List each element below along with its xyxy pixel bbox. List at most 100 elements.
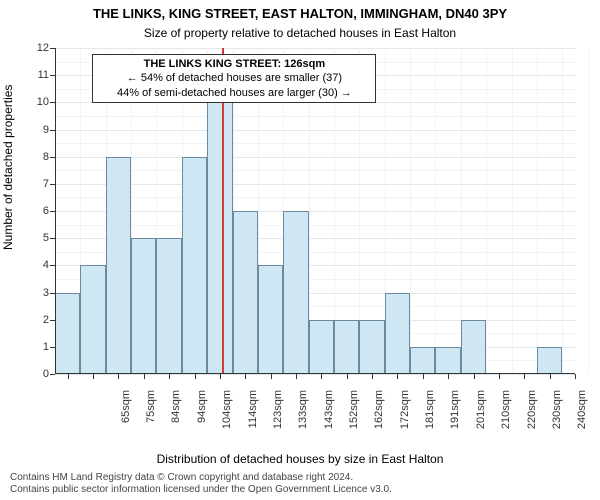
x-tick-label: 152sqm bbox=[348, 390, 360, 450]
x-tick bbox=[68, 374, 69, 379]
grid-line-minor bbox=[55, 225, 575, 226]
histogram-bar bbox=[309, 320, 334, 374]
x-tick bbox=[423, 374, 424, 379]
histogram-bar bbox=[359, 320, 384, 374]
annotation-line-2: ← 54% of detached houses are smaller (37… bbox=[99, 71, 369, 85]
histogram-bar bbox=[55, 293, 80, 375]
y-tick-label: 4 bbox=[27, 259, 49, 271]
x-tick bbox=[271, 374, 272, 379]
grid-line-vertical bbox=[562, 48, 563, 374]
grid-line bbox=[55, 130, 575, 131]
chart-subtitle: Size of property relative to detached ho… bbox=[0, 26, 600, 40]
x-tick-label: 181sqm bbox=[424, 390, 436, 450]
y-axis-label: Number of detached properties bbox=[1, 85, 15, 250]
x-tick bbox=[448, 374, 449, 379]
y-tick bbox=[50, 374, 55, 375]
histogram-bar bbox=[182, 157, 207, 374]
x-tick-label: 172sqm bbox=[399, 390, 411, 450]
grid-line-minor bbox=[55, 143, 575, 144]
x-tick-label: 114sqm bbox=[247, 390, 259, 450]
x-tick bbox=[296, 374, 297, 379]
x-tick-label: 201sqm bbox=[475, 390, 487, 450]
y-tick-label: 5 bbox=[27, 232, 49, 244]
x-tick-label: 162sqm bbox=[373, 390, 385, 450]
histogram-bar bbox=[131, 238, 156, 374]
x-tick-label: 94sqm bbox=[196, 390, 208, 450]
y-tick-label: 7 bbox=[27, 178, 49, 190]
y-tick-label: 2 bbox=[27, 314, 49, 326]
y-tick-label: 8 bbox=[27, 151, 49, 163]
x-tick-label: 143sqm bbox=[323, 390, 335, 450]
histogram-bar bbox=[233, 211, 258, 374]
x-tick bbox=[372, 374, 373, 379]
y-tick-label: 9 bbox=[27, 124, 49, 136]
grid-line bbox=[55, 184, 575, 185]
histogram-bar bbox=[283, 211, 308, 374]
x-tick bbox=[499, 374, 500, 379]
x-tick bbox=[397, 374, 398, 379]
histogram-bar bbox=[106, 157, 131, 374]
y-tick-label: 0 bbox=[27, 368, 49, 380]
y-axis bbox=[55, 48, 56, 374]
annotation-line-1: THE LINKS KING STREET: 126sqm bbox=[99, 57, 369, 71]
x-tick-label: 104sqm bbox=[221, 390, 233, 450]
histogram-bar bbox=[385, 293, 410, 375]
grid-line-vertical bbox=[512, 48, 513, 374]
histogram-bar bbox=[258, 265, 283, 374]
x-tick-label: 210sqm bbox=[500, 390, 512, 450]
x-tick-label: 220sqm bbox=[526, 390, 538, 450]
y-tick-label: 1 bbox=[27, 341, 49, 353]
grid-line-minor bbox=[55, 170, 575, 171]
x-tick bbox=[474, 374, 475, 379]
histogram-bar bbox=[410, 347, 435, 374]
x-tick bbox=[144, 374, 145, 379]
histogram-bar bbox=[537, 347, 562, 374]
annotation-line-3: 44% of semi-detached houses are larger (… bbox=[99, 86, 369, 100]
x-tick-label: 191sqm bbox=[449, 390, 461, 450]
x-tick bbox=[575, 374, 576, 379]
chart-container: { "chart": { "type": "histogram", "title… bbox=[0, 0, 600, 500]
grid-line-vertical bbox=[588, 48, 589, 374]
grid-line bbox=[55, 211, 575, 212]
y-tick-label: 12 bbox=[27, 42, 49, 54]
x-tick bbox=[118, 374, 119, 379]
grid-line-vertical bbox=[486, 48, 487, 374]
chart-title: THE LINKS, KING STREET, EAST HALTON, IMM… bbox=[0, 6, 600, 21]
x-tick bbox=[524, 374, 525, 379]
grid-line bbox=[55, 374, 575, 375]
histogram-bar bbox=[80, 265, 105, 374]
histogram-bar bbox=[435, 347, 460, 374]
x-axis-label: Distribution of detached houses by size … bbox=[0, 452, 600, 466]
attribution-line-1: Contains HM Land Registry data © Crown c… bbox=[10, 472, 392, 484]
x-tick bbox=[321, 374, 322, 379]
x-tick bbox=[169, 374, 170, 379]
grid-line-minor bbox=[55, 116, 575, 117]
x-tick-label: 230sqm bbox=[551, 390, 563, 450]
grid-line-minor bbox=[55, 197, 575, 198]
attribution-line-2: Contains public sector information licen… bbox=[10, 484, 392, 496]
annotation-box: THE LINKS KING STREET: 126sqm ← 54% of d… bbox=[92, 54, 376, 103]
grid-line-vertical bbox=[410, 48, 411, 374]
grid-line-vertical bbox=[537, 48, 538, 374]
y-tick-label: 3 bbox=[27, 287, 49, 299]
x-tick-label: 75sqm bbox=[145, 390, 157, 450]
x-tick bbox=[245, 374, 246, 379]
x-tick bbox=[347, 374, 348, 379]
attribution-text: Contains HM Land Registry data © Crown c… bbox=[10, 472, 392, 496]
x-tick bbox=[220, 374, 221, 379]
y-tick-label: 6 bbox=[27, 205, 49, 217]
x-tick-label: 240sqm bbox=[576, 390, 588, 450]
x-tick bbox=[93, 374, 94, 379]
histogram-bar bbox=[334, 320, 359, 374]
grid-line bbox=[55, 48, 575, 49]
x-tick bbox=[195, 374, 196, 379]
x-tick-label: 123sqm bbox=[272, 390, 284, 450]
grid-line bbox=[55, 157, 575, 158]
histogram-bar bbox=[461, 320, 486, 374]
x-tick-label: 84sqm bbox=[170, 390, 182, 450]
grid-line-vertical bbox=[435, 48, 436, 374]
histogram-bar bbox=[207, 102, 232, 374]
y-tick-label: 10 bbox=[27, 96, 49, 108]
x-tick-label: 133sqm bbox=[297, 390, 309, 450]
x-tick-label: 65sqm bbox=[120, 390, 132, 450]
